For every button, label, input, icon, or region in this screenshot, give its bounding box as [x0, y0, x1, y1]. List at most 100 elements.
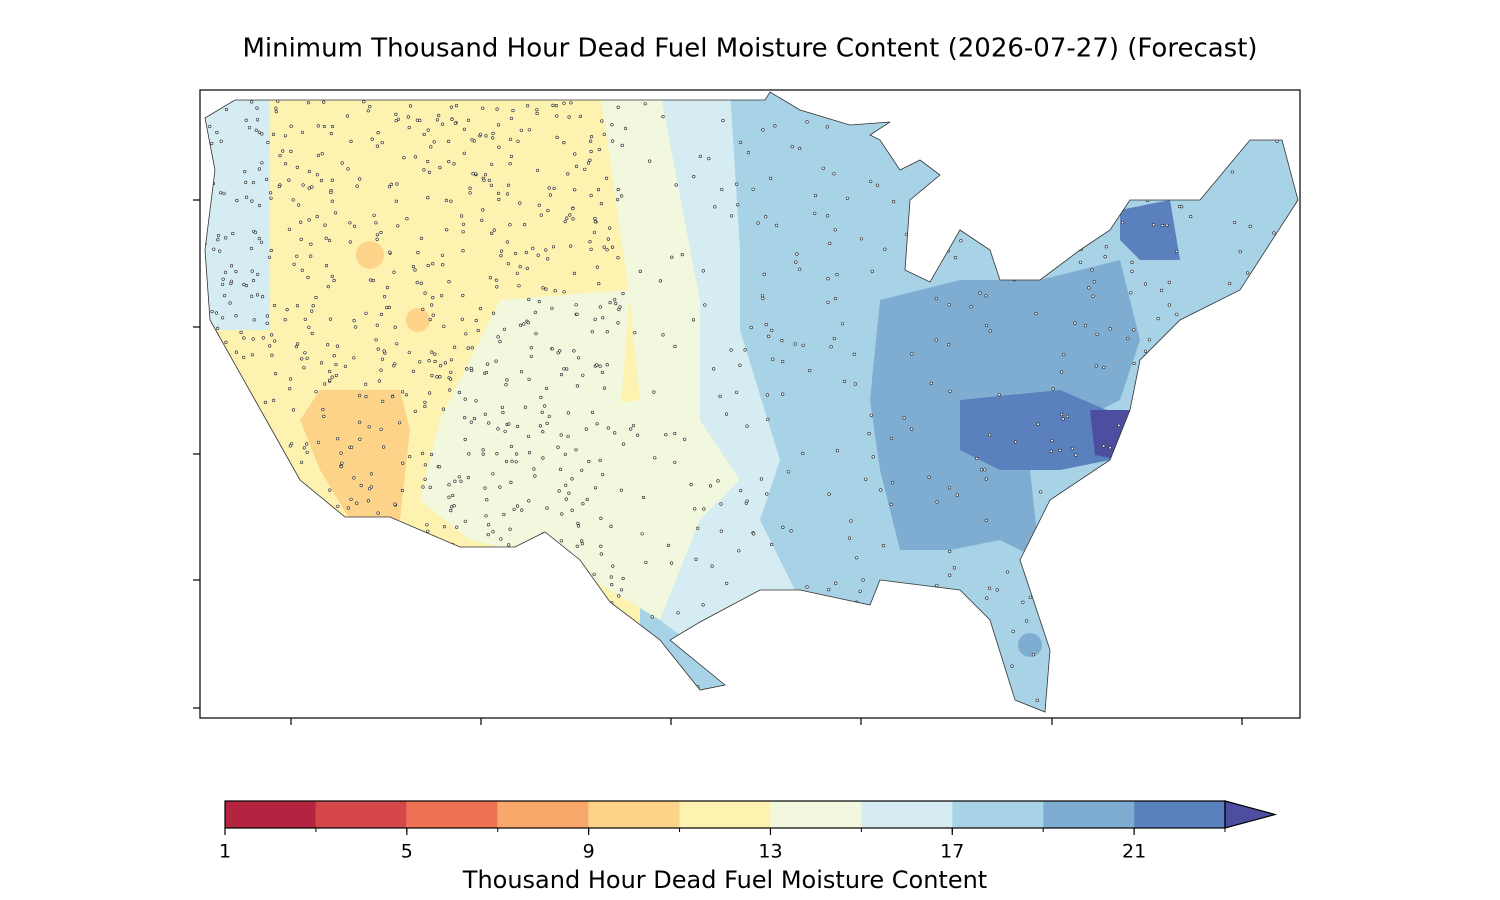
station-dot: [1273, 542, 1278, 546]
station-dot: [736, 203, 740, 207]
station-dot: [422, 168, 426, 172]
station-dot: [1130, 260, 1134, 265]
station-dot: [1177, 382, 1181, 386]
station-dot: [761, 296, 765, 301]
station-dot: [343, 364, 348, 368]
station-dot: [465, 367, 469, 371]
station-dot: [483, 650, 487, 655]
station-dot: [702, 507, 706, 511]
station-dot: [652, 390, 656, 394]
station-dot: [453, 689, 457, 694]
station-dot: [613, 431, 617, 435]
station-dot: [525, 684, 529, 689]
station-dot: [268, 344, 272, 348]
station-dot: [483, 486, 487, 490]
station-dot: [558, 467, 563, 472]
station-dot: [269, 191, 273, 195]
station-dot: [336, 437, 340, 441]
station-dot: [1104, 529, 1108, 533]
station-dot: [604, 176, 609, 180]
station-dot: [801, 343, 805, 347]
station-dot: [1103, 255, 1107, 259]
station-dot: [277, 651, 282, 655]
station-dot: [1036, 422, 1040, 426]
station-dot: [322, 414, 326, 419]
station-dot: [1235, 408, 1239, 413]
station-dot: [599, 552, 603, 556]
station-dot: [985, 596, 989, 600]
station-dot: [1150, 613, 1155, 618]
station-dot: [610, 582, 614, 587]
station-dot: [1045, 537, 1050, 541]
station-dot: [239, 470, 243, 474]
station-dot: [428, 391, 432, 395]
colorbar-segment: [406, 801, 498, 828]
station-dot: [463, 437, 467, 442]
station-dot: [223, 294, 227, 298]
station-dot: [1085, 489, 1090, 493]
station-dot: [1083, 324, 1088, 328]
station-dot: [571, 207, 575, 211]
station-dot: [1102, 365, 1106, 370]
station-dot: [322, 580, 326, 584]
station-dot: [1039, 490, 1043, 494]
station-dot: [270, 465, 274, 469]
station-dot: [255, 106, 259, 110]
station-dot: [617, 594, 621, 598]
station-dot: [855, 556, 859, 560]
station-dot: [249, 246, 253, 251]
station-dot: [743, 348, 747, 352]
station-dot: [461, 249, 465, 253]
station-dot: [355, 663, 359, 667]
station-dot: [255, 118, 260, 122]
station-dot: [766, 334, 771, 339]
station-dot: [618, 642, 622, 646]
station-dot: [469, 420, 473, 424]
station-dot: [547, 186, 551, 190]
station-dot: [756, 221, 760, 225]
station-dot: [571, 562, 575, 566]
station-dot: [340, 688, 344, 692]
station-dot: [333, 211, 338, 215]
station-dot: [747, 623, 751, 627]
station-dot: [590, 410, 595, 415]
station-dot: [212, 360, 216, 364]
station-dot: [886, 665, 891, 670]
station-dot: [734, 390, 739, 394]
station-dot: [1183, 611, 1187, 616]
station-dot: [589, 193, 593, 198]
station-dot: [485, 601, 489, 605]
station-dot: [290, 471, 294, 475]
station-dot: [352, 476, 356, 480]
station-dot: [1250, 426, 1255, 430]
station-dot: [441, 263, 445, 267]
station-dot: [1061, 566, 1065, 570]
station-dot: [205, 632, 207, 636]
station-dot: [289, 645, 293, 650]
station-dot: [380, 141, 384, 145]
station-dot: [445, 228, 449, 232]
station-dot: [440, 294, 444, 298]
station-dot: [602, 245, 606, 249]
station-dot: [321, 407, 325, 412]
station-dot: [620, 143, 624, 147]
station-dot: [725, 581, 729, 586]
station-dot: [813, 194, 818, 198]
station-dot: [1160, 484, 1164, 488]
station-dot: [1091, 164, 1095, 168]
station-dot: [338, 660, 342, 665]
station-dot: [349, 139, 353, 143]
station-dot: [447, 483, 451, 487]
station-dot: [1175, 312, 1179, 316]
station-dot: [825, 665, 830, 670]
station-dot: [1186, 534, 1190, 538]
station-dot: [530, 551, 534, 555]
station-dot: [969, 305, 973, 309]
station-dot: [524, 250, 528, 255]
station-dot: [286, 467, 290, 472]
station-dot: [449, 563, 453, 568]
station-dot: [401, 647, 405, 652]
station-dot: [564, 497, 568, 501]
station-dot: [692, 175, 696, 179]
station-dot: [346, 506, 351, 510]
